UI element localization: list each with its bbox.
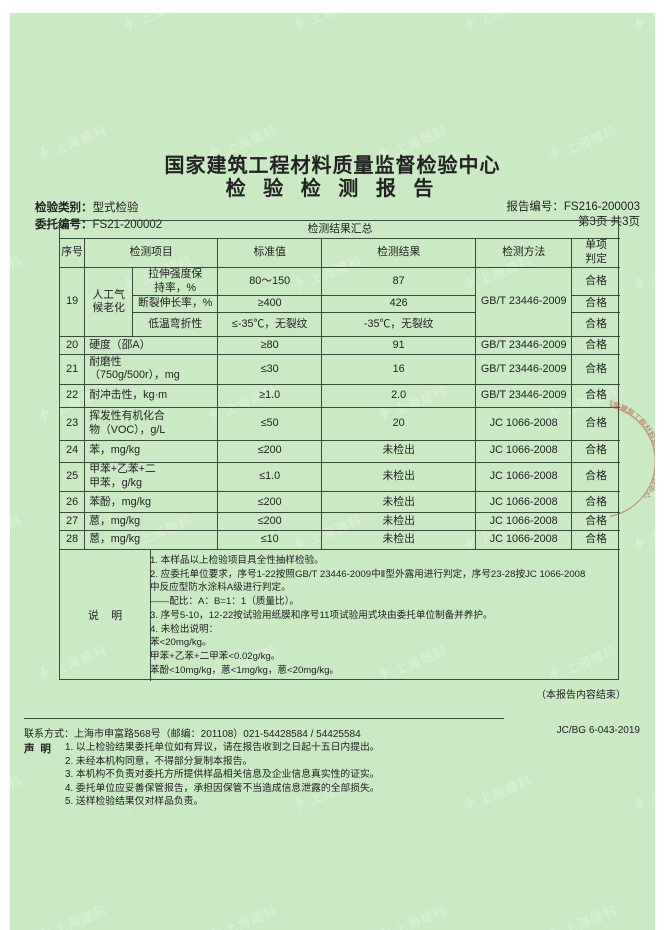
svg-text:国家建筑工程材料质量监督检验中心: 国家建筑工程材料质量监督检验中心 [610, 399, 655, 501]
